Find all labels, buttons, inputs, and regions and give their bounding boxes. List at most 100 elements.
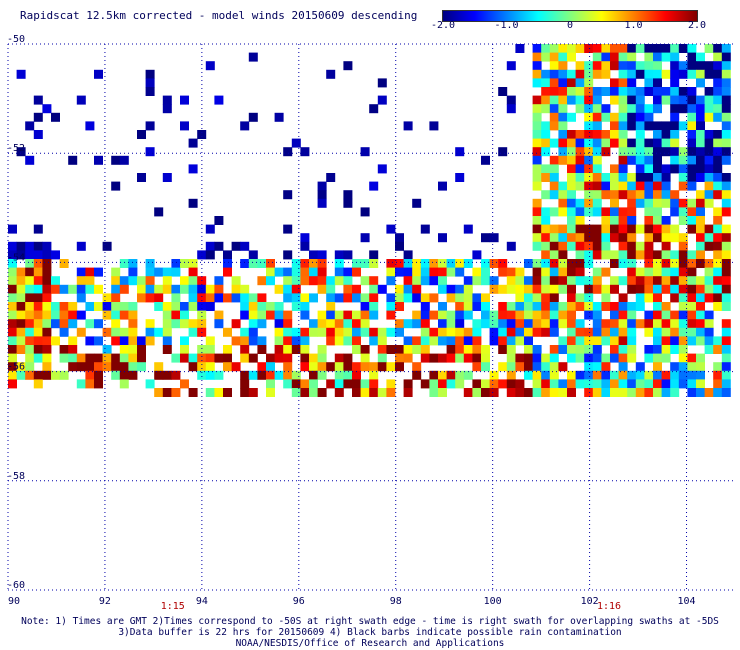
wind-cell bbox=[59, 327, 69, 337]
wind-cell bbox=[515, 336, 525, 346]
wind-cell bbox=[506, 284, 516, 294]
wind-cell bbox=[541, 130, 551, 139]
wind-cell bbox=[610, 61, 619, 71]
wind-cell bbox=[541, 78, 551, 88]
wind-cell bbox=[721, 87, 731, 96]
wind-cell bbox=[653, 276, 662, 286]
wind-cell bbox=[549, 138, 559, 148]
wind-cell bbox=[558, 78, 568, 88]
wind-cell bbox=[601, 362, 611, 372]
wind-cell bbox=[627, 267, 637, 277]
wind-cell bbox=[584, 87, 594, 96]
wind-cell bbox=[618, 276, 628, 286]
wind-cell bbox=[300, 293, 310, 303]
wind-cell bbox=[51, 250, 60, 260]
wind-cell bbox=[696, 155, 705, 165]
wind-cell bbox=[76, 362, 86, 372]
wind-cell bbox=[283, 190, 293, 200]
wind-cell bbox=[541, 233, 551, 243]
wind-cell bbox=[369, 379, 379, 389]
wind-cell bbox=[627, 44, 637, 53]
wind-cell bbox=[635, 181, 645, 191]
wind-cell bbox=[549, 353, 559, 363]
wind-cell bbox=[713, 233, 723, 243]
wind-cell bbox=[687, 353, 697, 363]
wind-cell bbox=[343, 336, 353, 346]
wind-cell bbox=[317, 250, 327, 260]
wind-cell bbox=[644, 267, 654, 277]
wind-cell bbox=[575, 241, 585, 251]
wind-cell bbox=[687, 310, 697, 320]
wind-cell bbox=[214, 276, 224, 286]
wind-cell bbox=[412, 276, 422, 286]
wind-cell bbox=[627, 259, 637, 268]
wind-cell bbox=[524, 302, 533, 311]
wind-cell bbox=[291, 370, 301, 380]
longitude-label: 92 bbox=[99, 596, 111, 607]
wind-cell bbox=[618, 224, 628, 234]
wind-cell bbox=[541, 95, 551, 105]
wind-cell bbox=[162, 284, 172, 294]
wind-cell bbox=[162, 319, 172, 329]
wind-cell bbox=[592, 345, 602, 354]
wind-cell bbox=[266, 388, 275, 397]
wind-cell bbox=[16, 241, 26, 251]
wind-cell bbox=[205, 345, 215, 354]
wind-cell bbox=[524, 345, 533, 354]
colorbar-tick-label: 1.0 bbox=[624, 20, 643, 31]
wind-cell bbox=[721, 95, 731, 105]
wind-cell bbox=[300, 267, 310, 277]
wind-cell bbox=[463, 259, 473, 268]
wind-cell bbox=[231, 336, 241, 346]
wind-cell bbox=[713, 267, 723, 277]
wind-cell bbox=[584, 241, 594, 251]
wind-cell bbox=[412, 370, 422, 380]
wind-cell bbox=[558, 130, 568, 139]
wind-cell bbox=[51, 284, 60, 294]
wind-cell bbox=[584, 173, 594, 182]
wind-cell bbox=[515, 310, 525, 320]
wind-cell bbox=[541, 138, 551, 148]
wind-cell bbox=[644, 370, 654, 380]
wind-cell bbox=[300, 302, 310, 311]
wind-cell bbox=[618, 310, 628, 320]
wind-cell bbox=[696, 207, 705, 217]
wind-cell bbox=[592, 95, 602, 105]
wind-cell bbox=[403, 276, 413, 286]
wind-cell bbox=[154, 362, 164, 372]
wind-cell bbox=[102, 362, 112, 372]
wind-cell bbox=[558, 181, 568, 191]
wind-cell bbox=[326, 276, 336, 286]
wind-cell bbox=[721, 388, 731, 397]
wind-cell bbox=[618, 353, 628, 363]
wind-cell bbox=[635, 61, 645, 71]
wind-cell bbox=[352, 362, 361, 372]
wind-cell bbox=[687, 52, 697, 62]
wind-cell bbox=[558, 155, 568, 165]
wind-cell bbox=[352, 267, 361, 277]
wind-cell bbox=[524, 319, 533, 329]
wind-cell bbox=[549, 87, 559, 96]
wind-cell bbox=[171, 284, 181, 294]
wind-cell bbox=[343, 327, 353, 337]
wind-cell bbox=[145, 327, 155, 337]
wind-cell bbox=[558, 379, 568, 389]
wind-cell bbox=[549, 327, 559, 337]
wind-cell bbox=[687, 95, 697, 105]
wind-cell bbox=[713, 173, 723, 182]
wind-cell bbox=[309, 319, 318, 329]
wind-cell bbox=[463, 336, 473, 346]
wind-cell bbox=[438, 181, 447, 191]
wind-cell bbox=[558, 336, 568, 346]
wind-cell bbox=[584, 336, 594, 346]
wind-cell bbox=[713, 87, 723, 96]
wind-cell bbox=[438, 267, 447, 277]
wind-cell bbox=[154, 293, 164, 303]
wind-cell bbox=[300, 336, 310, 346]
wind-cell bbox=[532, 121, 542, 131]
wind-cell bbox=[257, 259, 267, 268]
wind-cell bbox=[696, 284, 705, 294]
wind-cell bbox=[549, 259, 559, 268]
wind-cell bbox=[687, 164, 697, 174]
wind-cell bbox=[377, 164, 387, 174]
